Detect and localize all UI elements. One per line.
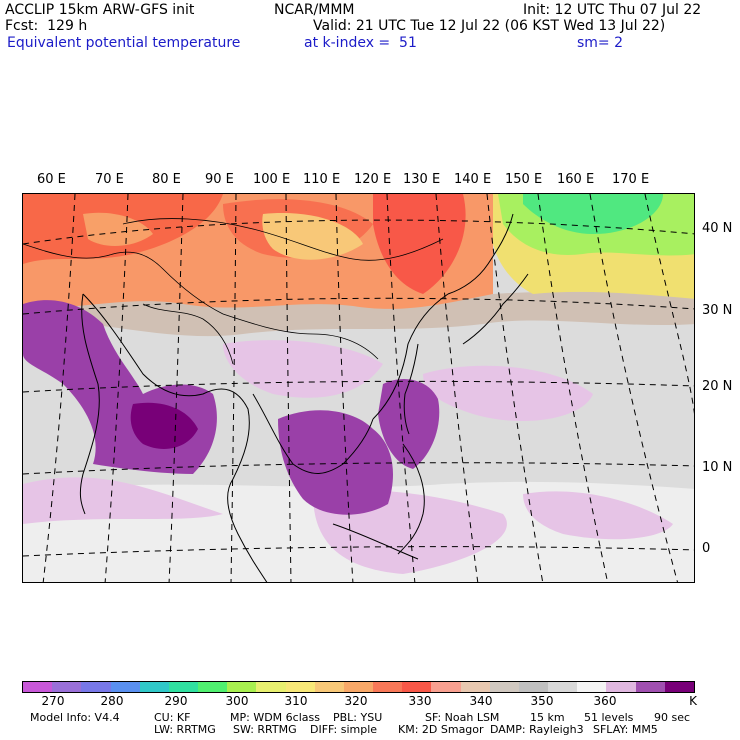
- model-info-sw: SW: RRTMG: [233, 723, 297, 736]
- model-info-timestep: 90 sec: [654, 711, 691, 724]
- colorbar-swatch: [548, 682, 578, 692]
- lon-label: 110 E: [303, 172, 341, 187]
- valid-time: Valid: 21 UTC Tue 12 Jul 22 (06 KST Wed …: [313, 18, 666, 34]
- field-region-purple: [278, 410, 393, 515]
- model-info-diff: DIFF: simple: [310, 723, 378, 736]
- model-info-version: Model Info: V4.4: [30, 711, 120, 724]
- colorbar-swatch: [227, 682, 257, 692]
- colorbar-tick: 270: [41, 694, 65, 708]
- lat-label: 0: [702, 541, 711, 556]
- colorbar-swatch: [81, 682, 111, 692]
- smoothing-label: sm= 2: [577, 35, 624, 51]
- lon-label: 70 E: [95, 172, 124, 187]
- model-info-lw: LW: RRTMG: [154, 723, 216, 736]
- init-time: Init: 12 UTC Thu 07 Jul 22: [523, 2, 702, 18]
- model-info-resolution: 15 km: [530, 711, 565, 724]
- lon-label: 100 E: [253, 172, 291, 187]
- colorbar-swatch: [256, 682, 286, 692]
- field-region-pink: [523, 491, 673, 540]
- model-info-km: KM: 2D Smagor: [398, 723, 484, 736]
- lon-label: 90 E: [205, 172, 234, 187]
- colorbar-tick: 350: [530, 694, 554, 708]
- field-region-purple: [378, 379, 440, 469]
- colorbar-tick: 340: [469, 694, 493, 708]
- model-title: ACCLIP 15km ARW-GFS init: [5, 2, 195, 18]
- colorbar-swatch: [343, 682, 374, 692]
- colorbar-swatch: [139, 682, 169, 692]
- colorbar-tick: 330: [408, 694, 432, 708]
- lat-label: 20 N: [702, 379, 733, 394]
- theta-e-map: [23, 194, 694, 582]
- colorbar-swatch: [314, 682, 344, 692]
- colorbar-tick: 310: [284, 694, 308, 708]
- colorbar-tick: 320: [344, 694, 368, 708]
- lat-label: 40 N: [702, 221, 733, 236]
- k-index-label: at k-index = 51: [304, 35, 417, 51]
- model-info-pbl: PBL: YSU: [333, 711, 383, 724]
- colorbar-swatch: [635, 682, 665, 692]
- lon-label: 60 E: [37, 172, 66, 187]
- colorbar-swatch: [110, 682, 140, 692]
- lon-label: 140 E: [454, 172, 492, 187]
- colorbar-swatch: [489, 682, 519, 692]
- graticule: [23, 194, 694, 582]
- model-info-sf: SF: Noah LSM: [425, 711, 500, 724]
- model-info-levels: 51 levels: [584, 711, 634, 724]
- field-region-green: [523, 194, 663, 234]
- colorbar: [22, 681, 695, 693]
- field-region-yellow: [262, 213, 363, 260]
- model-info-cu: CU: KF: [154, 711, 191, 724]
- field-region-pink: [423, 365, 593, 422]
- colorbar-tick: 290: [164, 694, 188, 708]
- colorbar-swatch: [460, 682, 490, 692]
- colorbar-swatch: [577, 682, 607, 692]
- colorbar-swatch: [23, 682, 53, 692]
- field-region-pink: [223, 340, 383, 398]
- colorbar-swatch: [431, 682, 461, 692]
- colorbar-unit: K: [689, 694, 697, 708]
- field-region-red: [373, 194, 466, 294]
- colorbar-tick: 280: [100, 694, 124, 708]
- colorbar-tick: 360: [593, 694, 617, 708]
- coastlines: [79, 213, 529, 582]
- map-panel: [22, 193, 695, 583]
- lon-label: 160 E: [557, 172, 595, 187]
- model-info-sflay: SFLAY: MM5: [593, 723, 658, 736]
- colorbar-tick: 300: [225, 694, 249, 708]
- lat-label: 10 N: [702, 460, 733, 475]
- colorbar-swatch: [52, 682, 82, 692]
- forecast-hour: Fcst: 129 h: [5, 18, 88, 34]
- colorbar-swatch: [518, 682, 549, 692]
- colorbar-swatch: [373, 682, 403, 692]
- colorbar-swatch: [285, 682, 315, 692]
- colorbar-swatch: [198, 682, 228, 692]
- colorbar-swatch: [606, 682, 636, 692]
- field-name: Equivalent potential temperature: [7, 35, 241, 51]
- colorbar-swatch: [664, 682, 694, 692]
- colorbar-swatch: [402, 682, 432, 692]
- field-region-darkpurple: [130, 402, 198, 449]
- field-region-pink: [23, 477, 223, 524]
- lon-label: 80 E: [152, 172, 181, 187]
- model-info-damp: DAMP: Rayleigh3: [490, 723, 584, 736]
- model-info-mp: MP: WDM 6class: [230, 711, 320, 724]
- lon-label: 130 E: [403, 172, 441, 187]
- colorbar-swatch: [168, 682, 199, 692]
- lat-label: 30 N: [702, 303, 733, 318]
- lon-label: 120 E: [354, 172, 392, 187]
- lon-label: 150 E: [505, 172, 543, 187]
- org-label: NCAR/MMM: [274, 2, 355, 18]
- lon-label: 170 E: [612, 172, 650, 187]
